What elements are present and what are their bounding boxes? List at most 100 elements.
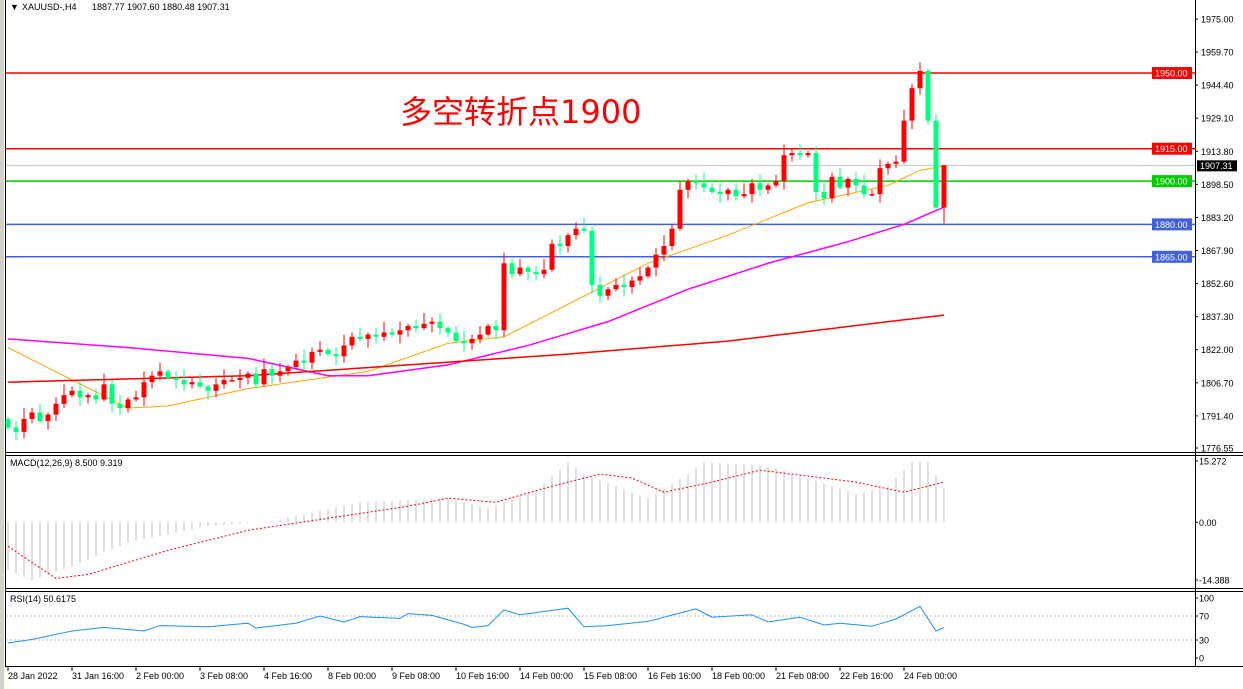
candle-down (461, 341, 467, 344)
candle-down (709, 187, 715, 192)
ohlc-readout: 1887.77 1907.60 1880.48 1907.31 (92, 2, 230, 12)
candle-down (493, 325, 499, 331)
price-tick-label: 1929.10 (1201, 114, 1234, 124)
candle-down (117, 403, 123, 409)
candle-up (485, 325, 491, 335)
candle-down (165, 371, 171, 378)
annotation-text: 多空转折点1900 (400, 93, 641, 131)
candle-up (309, 351, 315, 363)
candle-down (797, 153, 803, 156)
time-tick-label: 22 Feb 16:00 (840, 671, 893, 681)
candle-up (541, 269, 547, 275)
time-tick-label: 21 Feb 08:00 (776, 671, 829, 681)
candle-down (37, 412, 43, 422)
candle-up (365, 334, 371, 339)
macd-tick-label: 0.00 (1199, 518, 1217, 528)
time-tick-label: 8 Feb 00:00 (328, 671, 376, 681)
candle-down (533, 271, 539, 275)
rsi-tick-label: 100 (1199, 594, 1214, 604)
candle-down (925, 70, 931, 121)
candle-down (557, 243, 563, 246)
price-tick-label: 1852.60 (1201, 279, 1234, 289)
candle-down (197, 382, 203, 387)
candle-down (693, 181, 699, 184)
price-tick-label: 1944.40 (1201, 81, 1234, 91)
candle-up (789, 153, 795, 156)
candle-up (189, 382, 195, 385)
candle-up (829, 176, 835, 199)
rsi-tick-label: 70 (1199, 612, 1209, 622)
candle-up (213, 384, 219, 391)
candle-down (621, 284, 627, 288)
candle-down (717, 191, 723, 195)
price-tick-label: 1822.00 (1201, 345, 1234, 355)
level-tag-label: 1880.00 (1155, 220, 1188, 230)
candle-up (341, 345, 347, 357)
price-tick-label: 1776.55 (1201, 444, 1234, 454)
candle-up (245, 373, 251, 378)
candle-up (133, 397, 139, 400)
price-tick-label: 1959.70 (1201, 48, 1234, 58)
candle-up (285, 367, 291, 372)
candle-down (861, 185, 867, 195)
candle-up (149, 375, 155, 383)
candle-up (69, 390, 75, 396)
macd-tick-label: 15.272 (1199, 457, 1227, 467)
candle-down (373, 334, 379, 337)
level-tag-label: 1865.00 (1155, 252, 1188, 262)
candle-down (525, 267, 531, 272)
candle-up (397, 330, 403, 335)
candle-down (733, 189, 739, 197)
candle-up (845, 178, 851, 188)
candle-up (61, 395, 67, 404)
time-tick-label: 28 Jan 2022 (8, 671, 58, 681)
candle-down (509, 263, 515, 275)
candle-up (237, 377, 243, 381)
time-tick-label: 16 Feb 16:00 (648, 671, 701, 681)
candle-up (261, 369, 267, 385)
candle-down (389, 332, 395, 335)
candle-down (253, 373, 259, 385)
candle-down (453, 332, 459, 342)
time-tick-label: 24 Feb 00:00 (904, 671, 957, 681)
candle-up (605, 289, 611, 296)
rsi-tick-label: 0 (1199, 654, 1204, 664)
candle-down (589, 230, 595, 285)
candle-down (853, 178, 859, 186)
level-tag-bg (1152, 67, 1192, 80)
macd-signal-line (7, 469, 945, 579)
candle-up (685, 181, 691, 190)
price-tick-label: 1898.50 (1201, 180, 1234, 190)
time-tick-label: 18 Feb 00:00 (712, 671, 765, 681)
candle-down (837, 176, 843, 188)
candle-up (629, 280, 635, 288)
macd-tick-label: -14.388 (1199, 576, 1230, 586)
candle-down (597, 284, 603, 296)
symbol-dropdown-arrow[interactable]: ▼ (10, 2, 19, 12)
time-tick-label: 31 Jan 16:00 (72, 671, 124, 681)
time-tick-label: 2 Feb 00:00 (136, 671, 184, 681)
candle-up (429, 321, 435, 324)
candle-up (677, 189, 683, 229)
price-tick-label: 1975.00 (1201, 15, 1234, 25)
candle-up (101, 384, 107, 400)
candle-down (173, 377, 179, 381)
time-tick-label: 4 Feb 16:00 (264, 671, 312, 681)
level-tag-bg (1152, 142, 1192, 155)
candle-down (821, 191, 827, 199)
candle-up (53, 403, 59, 415)
candle-up (157, 371, 163, 376)
candle-up (661, 245, 667, 255)
rsi-tick-label: 30 (1199, 636, 1209, 646)
candle-up (421, 323, 427, 329)
candle-down (333, 354, 339, 357)
time-tick-label: 10 Feb 16:00 (456, 671, 509, 681)
level-tag-label: 1900.00 (1155, 177, 1188, 187)
symbol-label: XAUUSD-,H4 (22, 2, 77, 12)
candle-up (277, 371, 283, 376)
candle-up (885, 163, 891, 169)
candle-down (445, 328, 451, 333)
candle-up (85, 395, 91, 398)
